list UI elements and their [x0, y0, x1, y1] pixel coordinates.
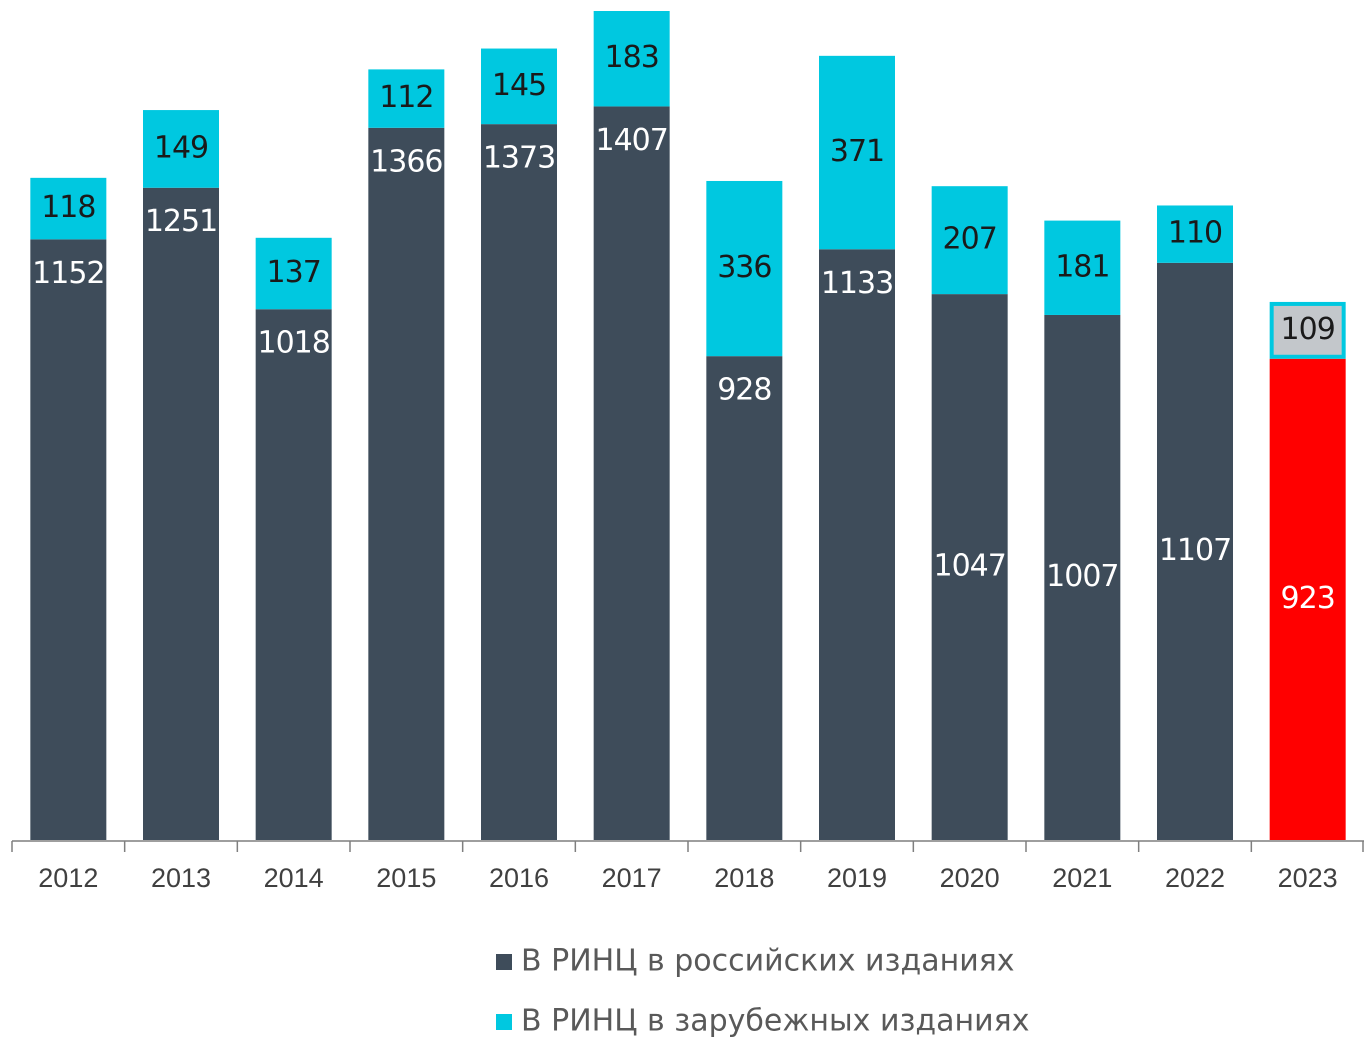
x-tick-label: 2012 — [38, 863, 98, 893]
data-label: 118 — [41, 190, 95, 225]
bar-segment — [481, 48, 557, 125]
bar-segment — [931, 294, 1008, 840]
bar-segment — [593, 106, 670, 840]
bar-segment — [706, 356, 783, 840]
data-label: 1373 — [483, 141, 555, 176]
data-label: 928 — [717, 373, 771, 408]
data-label: 371 — [830, 134, 884, 169]
x-tick-label: 2019 — [827, 863, 887, 893]
data-label: 1007 — [1046, 559, 1118, 594]
bar-segment — [481, 124, 557, 840]
data-label: 1133 — [821, 266, 893, 301]
data-label: 1018 — [257, 326, 329, 361]
data-label: 109 — [1281, 312, 1335, 347]
bar-segment — [1157, 205, 1233, 263]
x-tick-label: 2015 — [376, 863, 436, 893]
bar-segment — [931, 186, 1008, 295]
x-tick-label: 2016 — [489, 863, 549, 893]
bar-segment — [30, 239, 107, 841]
x-tick-label: 2014 — [264, 863, 324, 893]
legend-label: В РИНЦ в российских изданиях — [521, 944, 1015, 979]
bar-segment — [368, 127, 445, 841]
x-tick-label: 2020 — [940, 863, 1000, 893]
x-tick-label: 2017 — [602, 863, 662, 893]
data-label: 149 — [154, 130, 208, 165]
data-label: 112 — [379, 80, 433, 115]
data-label: 1047 — [933, 549, 1005, 584]
data-label: 207 — [943, 222, 997, 257]
data-label: 137 — [267, 255, 321, 290]
bar-segment — [706, 180, 783, 357]
bar-segment — [1044, 314, 1121, 840]
data-label: 181 — [1055, 249, 1109, 284]
legend-swatch — [496, 954, 512, 970]
bar-segment — [255, 237, 332, 310]
bar-segment — [255, 309, 332, 840]
bar-segment — [819, 249, 895, 840]
data-label: 1152 — [32, 256, 104, 291]
legend-label: В РИНЦ в зарубежных изданиях — [521, 1004, 1029, 1039]
bar-segment — [1269, 301, 1346, 359]
data-label: 1107 — [1159, 533, 1231, 568]
data-label: 183 — [605, 40, 659, 75]
data-label: 336 — [717, 250, 771, 285]
x-tick-label: 2023 — [1278, 863, 1338, 893]
bar-segment — [368, 69, 445, 128]
bar-segment — [30, 177, 107, 240]
bar-segment — [1269, 358, 1346, 840]
data-label: 1251 — [145, 204, 217, 239]
bar-segment — [819, 55, 895, 250]
x-tick-label: 2013 — [151, 863, 211, 893]
bar-segment — [143, 110, 219, 188]
bar-segment — [143, 187, 219, 841]
data-label: 110 — [1168, 216, 1222, 251]
data-label: 1366 — [370, 144, 442, 179]
bar-segment — [593, 11, 670, 107]
data-label: 923 — [1281, 581, 1335, 616]
data-label: 145 — [492, 68, 546, 103]
bar-segment — [1157, 262, 1233, 840]
bar-segment — [1044, 220, 1121, 315]
x-tick-label: 2022 — [1165, 863, 1225, 893]
x-tick-label: 2021 — [1052, 863, 1112, 893]
data-label: 1407 — [595, 123, 667, 158]
x-tick-label: 2018 — [714, 863, 774, 893]
legend-swatch — [496, 1014, 512, 1030]
